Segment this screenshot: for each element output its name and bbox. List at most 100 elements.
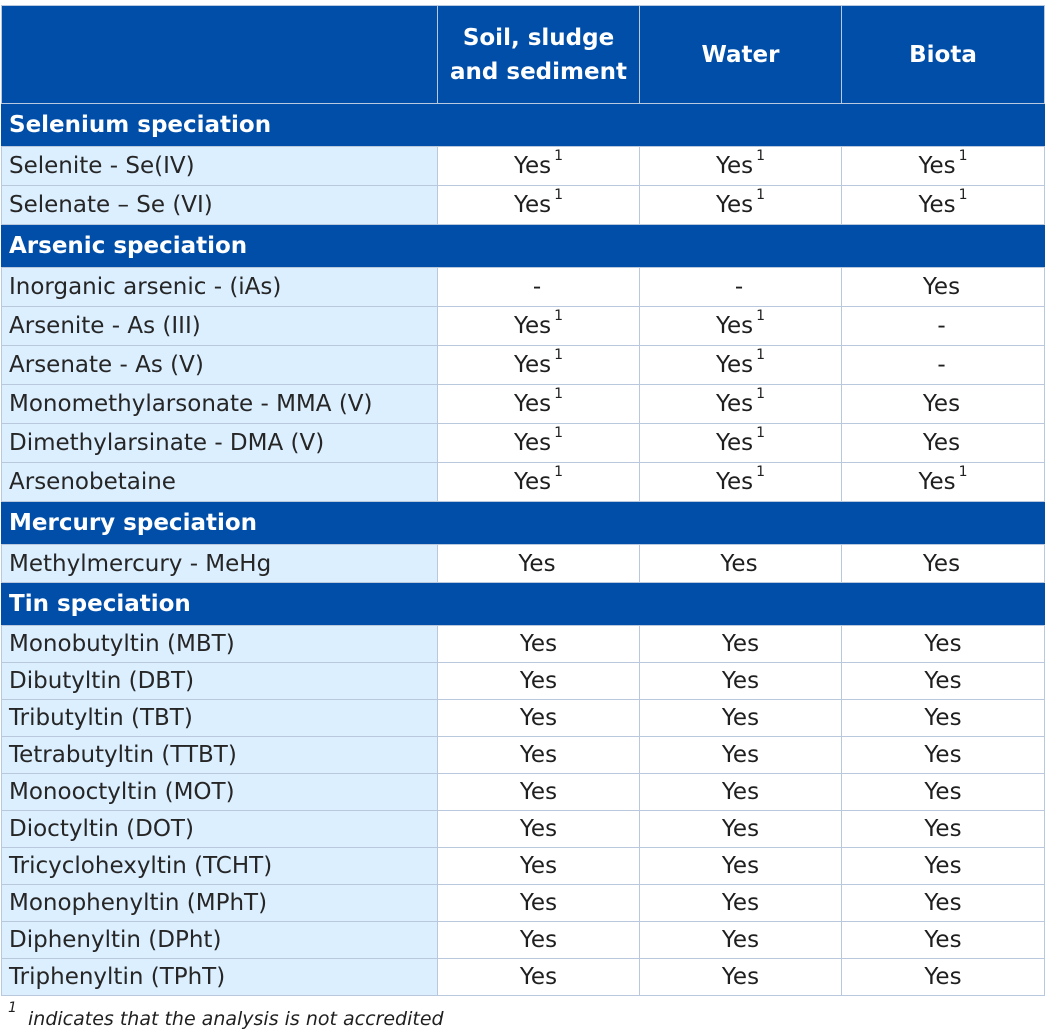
biota-cell: Yes [841,544,1045,583]
soil-cell: Yes 1 [437,185,640,225]
biota-value: Yes [918,192,956,218]
biota-value: Yes [918,469,956,495]
footnote-marker: 1 [756,386,766,403]
soil-cell: Yes 1 [437,462,640,502]
water-value: Yes [715,430,754,456]
footnote-marker: 1 [554,308,564,325]
water-cell: Yes 1 [639,462,842,502]
soil-value: Yes [513,192,552,218]
table-row: Methylmercury - MeHg Yes Yes Yes [1,544,1045,583]
footnote-marker: 1 [756,308,766,325]
table-row: Selenite - Se(IV) Yes 1 Yes 1 Yes 1 [1,146,1045,186]
water-cell: Yes [639,958,842,996]
water-cell: Yes [639,662,842,700]
footnote-marker: 1 [958,148,968,165]
speciation-table: Soil, sludge and sediment Water Biota Se… [1,5,1045,996]
biota-value: Yes [922,274,961,300]
biota-cell: Yes [841,662,1045,700]
table-row: Tricyclohexyltin (TCHT) Yes Yes Yes [1,847,1045,885]
biota-cell: Yes [841,736,1045,774]
biota-cell: Yes [841,773,1045,811]
water-value: Yes [715,352,754,378]
table-row: Monomethylarsonate - MMA (V) Yes 1 Yes 1 Y… [1,384,1045,424]
table-row: Dimethylarsinate - DMA (V) Yes 1 Yes 1 Yes [1,423,1045,463]
water-value: Yes [720,550,758,577]
water-cell: Yes 1 [639,306,842,346]
biota-cell: - [841,345,1045,385]
water-cell: Yes 1 [639,384,842,424]
analyte-label: Tricyclohexyltin (TCHT) [1,847,438,885]
water-value: - [734,274,744,300]
biota-cell: Yes [841,699,1045,737]
biota-cell: Yes [841,625,1045,663]
table-row: Selenate – Se (VI) Yes 1 Yes 1 Yes 1 [1,185,1045,225]
water-value: Yes [715,469,754,495]
footnote-marker: 1 [554,386,564,403]
biota-cell: Yes [841,847,1045,885]
biota-cell: Yes 1 [841,185,1045,225]
footnote-marker: 1 [554,425,564,442]
water-cell: Yes [639,847,842,885]
water-cell: Yes [639,921,842,959]
soil-cell: Yes [437,736,640,774]
water-cell: Yes [639,810,842,848]
analyte-label: Inorganic arsenic - (iAs) [1,267,438,307]
biota-cell: Yes 1 [841,462,1045,502]
analyte-label: Tributyltin (TBT) [1,699,438,737]
biota-value: - [937,352,946,378]
footnote-marker: 1 [554,464,564,481]
water-cell: Yes [639,699,842,737]
soil-cell: Yes [437,544,640,583]
biota-cell: - [841,306,1045,346]
table-row: Dibutyltin (DBT) Yes Yes Yes [1,662,1045,700]
analyte-label: Methylmercury - MeHg [1,544,438,583]
section-title: Selenium speciation [1,103,1045,147]
analyte-label: Monophenyltin (MPhT) [1,884,438,922]
soil-cell: Yes [437,921,640,959]
water-cell: Yes [639,544,842,583]
soil-cell: Yes [437,625,640,663]
analyte-label: Arsenite - As (III) [1,306,438,346]
soil-value: Yes [518,550,556,577]
footnote-marker: 1 [554,187,564,204]
soil-cell: Yes 1 [437,423,640,463]
soil-value: Yes [513,469,552,495]
soil-cell: Yes [437,884,640,922]
analyte-label: Tetrabutyltin (TTBT) [1,736,438,774]
soil-cell: Yes [437,662,640,700]
section-row-arsenic: Arsenic speciation [1,224,1045,268]
table-row: Tributyltin (TBT) Yes Yes Yes [1,699,1045,737]
footnote-marker: 1 [756,148,766,165]
biota-cell: Yes [841,921,1045,959]
section-title: Arsenic speciation [1,224,1045,268]
biota-value: Yes [922,430,961,456]
soil-cell: Yes 1 [437,146,640,186]
soil-value: Yes [513,313,552,339]
analyte-label: Monomethylarsonate - MMA (V) [1,384,438,424]
footnote-marker: 1 [554,347,564,364]
biota-value: - [937,313,946,339]
soil-cell: Yes 1 [437,345,640,385]
table-row: Diphenyltin (DPht) Yes Yes Yes [1,921,1045,959]
water-cell: Yes [639,736,842,774]
analyte-label: Selenate – Se (VI) [1,185,438,225]
footnote-marker: 1 [554,148,564,165]
soil-cell: Yes [437,847,640,885]
footnote-marker: 1 [756,425,766,442]
table-row: Monooctyltin (MOT) Yes Yes Yes [1,773,1045,811]
footnote-marker: 1 [8,1000,17,1016]
soil-value: Yes [513,430,552,456]
table-header-row: Soil, sludge and sediment Water Biota [1,5,1045,104]
water-cell: Yes 1 [639,345,842,385]
water-value: Yes [715,153,754,179]
water-value: Yes [715,391,754,417]
biota-cell: Yes [841,958,1045,996]
biota-cell: Yes 1 [841,146,1045,186]
biota-cell: Yes [841,884,1045,922]
analyte-label: Dioctyltin (DOT) [1,810,438,848]
footnote-marker: 1 [958,464,968,481]
biota-cell: Yes [841,810,1045,848]
water-cell: - [639,267,842,307]
analyte-label: Dimethylarsinate - DMA (V) [1,423,438,463]
header-blank-cell [1,5,438,104]
